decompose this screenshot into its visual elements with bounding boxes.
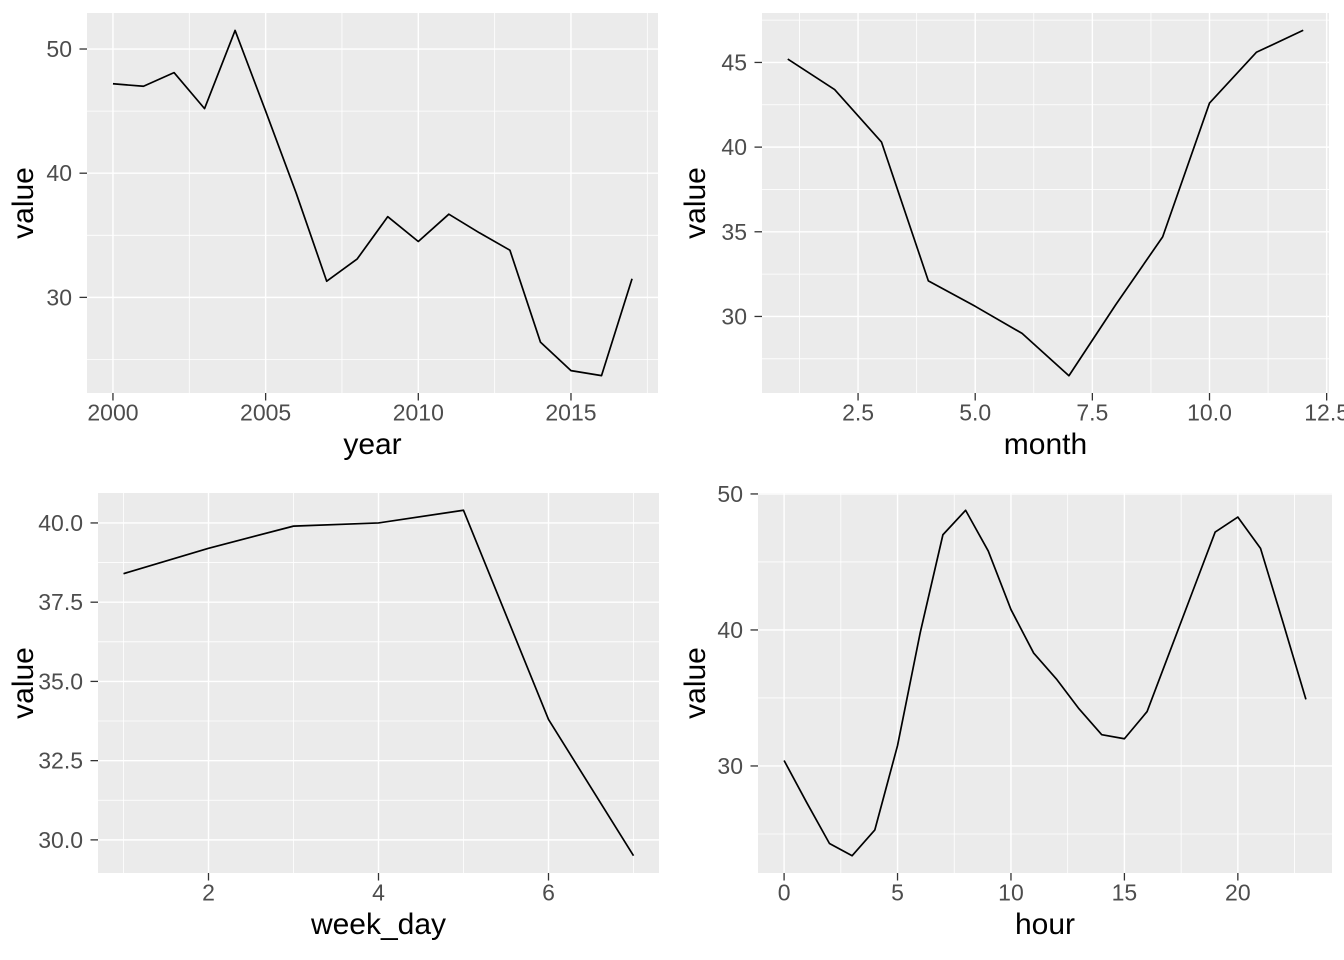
y-tick-label: 50 (46, 36, 72, 62)
x-tick-label: 2.5 (842, 400, 874, 426)
x-tick-label: 7.5 (1076, 400, 1108, 426)
y-tick-label: 50 (717, 481, 743, 507)
line-series (787, 29, 1304, 377)
y-tick-label: 40.0 (38, 510, 83, 536)
y-tick-label: 37.5 (38, 589, 83, 615)
x-tick-label: 2005 (240, 400, 291, 426)
y-tick-label: 40 (721, 134, 747, 160)
panel-background (87, 13, 658, 393)
x-axis-title: month (1004, 428, 1087, 461)
value-by-month-chart: 2.5 5.0 7.5 10.0 12.5 30 35 40 45 month value (679, 13, 1344, 461)
y-axis-title: value (7, 167, 40, 239)
line-series (783, 509, 1307, 857)
x-axis-title: year (343, 428, 401, 461)
x-tick-label: 10 (998, 880, 1024, 906)
x-tick-label: 4 (372, 880, 385, 906)
x-axis-title: hour (1015, 908, 1075, 941)
x-tick-label: 2010 (393, 400, 444, 426)
subplot-value-by-week-day: 2 4 6 30.0 32.5 35.0 37.5 40.0 week_day value (0, 480, 672, 960)
y-tick-label: 30 (46, 284, 72, 310)
x-tick-label: 12.5 (1304, 400, 1344, 426)
line-series (123, 509, 635, 857)
y-tick-label: 32.5 (38, 748, 83, 774)
x-tick-label: 0 (778, 880, 791, 906)
y-axis-title: value (679, 647, 712, 719)
y-tick-label: 30.0 (38, 827, 83, 853)
y-tick-label: 40 (717, 617, 743, 643)
y-tick-label: 30 (717, 753, 743, 779)
panel-background (762, 13, 1329, 393)
y-tick-label: 45 (721, 49, 747, 75)
x-tick-label: 5 (891, 880, 904, 906)
x-tick-label: 6 (542, 880, 555, 906)
y-axis-title: value (7, 647, 40, 719)
y-tick-label: 35.0 (38, 668, 83, 694)
subplot-value-by-hour: 0 5 10 15 20 30 40 50 hour value (672, 480, 1344, 960)
value-by-year-chart: 2000 2005 2010 2015 30 40 50 year value (7, 13, 658, 461)
line-series (112, 29, 633, 377)
x-tick-label: 15 (1112, 880, 1138, 906)
value-by-week-day-chart: 2 4 6 30.0 32.5 35.0 37.5 40.0 week_day value (7, 493, 659, 941)
y-axis-title: value (679, 167, 712, 239)
x-tick-label: 2000 (87, 400, 138, 426)
y-tick-label: 30 (721, 303, 747, 329)
y-tick-label: 35 (721, 219, 747, 245)
y-tick-label: 40 (46, 160, 72, 186)
x-tick-label: 2 (202, 880, 215, 906)
x-tick-label: 20 (1225, 880, 1251, 906)
value-by-hour-chart: 0 5 10 15 20 30 40 50 hour value (679, 481, 1332, 941)
x-tick-label: 2015 (545, 400, 596, 426)
x-tick-label: 5.0 (959, 400, 991, 426)
x-axis-title: week_day (310, 908, 446, 941)
panel-background (758, 493, 1332, 873)
subplot-value-by-year: 2000 2005 2010 2015 30 40 50 year value (0, 0, 672, 480)
subplot-value-by-month: 2.5 5.0 7.5 10.0 12.5 30 35 40 45 month value (672, 0, 1344, 480)
x-tick-label: 10.0 (1187, 400, 1232, 426)
